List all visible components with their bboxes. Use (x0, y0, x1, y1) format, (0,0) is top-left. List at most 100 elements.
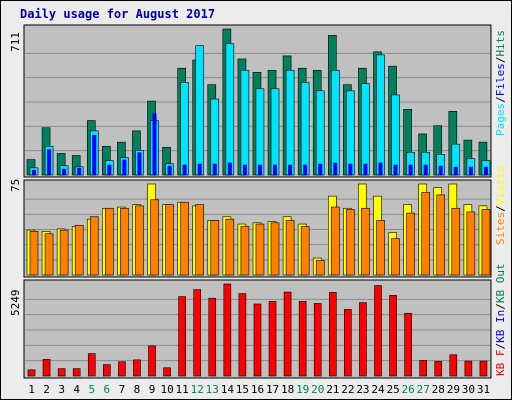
legend-text: Sites/Visits (494, 166, 507, 246)
kbytes-bar (344, 309, 352, 377)
day-label: 23 (356, 383, 369, 396)
kbytes-bar (208, 297, 217, 377)
files-bar (270, 88, 280, 176)
files-bar (330, 69, 340, 176)
day-label: 25 (386, 383, 399, 396)
max-label-visits: 75 (9, 179, 22, 192)
legend-separator: / (494, 303, 507, 310)
day-label: 10 (160, 383, 173, 396)
day-label: 3 (58, 383, 65, 396)
pages-bar (348, 163, 353, 175)
pages-bar (363, 163, 368, 175)
files-bar (195, 45, 205, 176)
sites-bar (361, 207, 370, 276)
pages-bar (408, 164, 413, 175)
kbytes-bar (449, 354, 458, 377)
sites-bar (150, 199, 159, 276)
sites-bar (285, 220, 295, 276)
sites-bar (451, 207, 461, 276)
files-bar (210, 98, 220, 176)
kbytes-bar (359, 302, 367, 377)
day-label: 22 (341, 383, 354, 396)
pages-bar (303, 164, 308, 175)
sites-bar (120, 207, 129, 276)
day-label: 20 (311, 383, 324, 396)
files-bar (255, 88, 265, 176)
kbytes-bar (148, 345, 156, 377)
legend-item: Files (494, 63, 507, 96)
day-label: 16 (251, 383, 264, 396)
pages-bar (47, 149, 52, 175)
day-label: 19 (296, 383, 309, 396)
kbytes-bar (193, 289, 202, 377)
legend-separator: / (494, 96, 507, 103)
day-label: 29 (447, 383, 460, 396)
chart-bars (26, 28, 491, 377)
kbytes-bar (253, 303, 262, 377)
day-labels: 1 2 3 4 5 6 7 8 9 10 11 12 13 14 15 16 17 18 19 20 21 22 23 24 2… (28, 383, 490, 396)
pages-bar (32, 169, 36, 175)
pages-bar (257, 164, 262, 175)
day-label: 28 (432, 383, 445, 396)
max-label-hits: 711 (9, 32, 22, 52)
kbytes-bar (464, 360, 473, 377)
chart-title: Daily usage for August 2017 (20, 7, 215, 21)
kbytes-bar (163, 367, 171, 377)
pages-bar (483, 166, 488, 175)
day-label: 11 (176, 383, 189, 396)
sites-bar (421, 192, 430, 276)
day-label: 17 (266, 383, 279, 396)
legend-text: KB F/KB In/KB Out (494, 263, 507, 376)
pages-bar (468, 166, 473, 175)
kbytes-bar (434, 361, 443, 377)
day-label: 8 (134, 383, 141, 396)
kbytes-bar (118, 361, 126, 377)
pages-bar (288, 164, 293, 175)
legend-text: Pages/Files/Hits (494, 30, 507, 136)
sites-bar (346, 209, 355, 276)
sites-bar (330, 206, 340, 276)
legend-separator: / (494, 205, 507, 212)
sites-bar (44, 233, 54, 276)
day-label: 21 (326, 383, 339, 396)
pages-bar (107, 164, 112, 175)
sites-bar (225, 218, 235, 276)
legend-separator: / (494, 57, 507, 64)
pages-bar (137, 152, 142, 175)
files-bar (361, 83, 370, 176)
files-bar (285, 69, 295, 176)
sites-bar (466, 211, 476, 276)
kbytes-bar (404, 312, 412, 377)
sites-bar (165, 204, 174, 276)
pages-bar (378, 162, 383, 175)
sites-bar (255, 223, 265, 276)
day-label: 12 (191, 383, 204, 396)
legend-item: Hits (494, 30, 507, 57)
sites-bar (195, 204, 205, 276)
files-bar (391, 94, 400, 176)
sites-bar (436, 194, 446, 276)
kbytes-bar (133, 359, 141, 377)
day-label: 14 (221, 383, 235, 396)
max-label-kbytes: 5249 (9, 290, 22, 317)
kbytes-bar (298, 301, 307, 377)
legend-item: Pages (494, 103, 507, 136)
sites-bar (74, 224, 84, 276)
kbytes-bar (389, 295, 397, 377)
day-label: 24 (371, 383, 385, 396)
files-bar (315, 90, 325, 176)
sites-bar (29, 231, 39, 276)
pages-bar (152, 113, 157, 175)
sites-bar (135, 205, 144, 276)
kbytes-bar (283, 291, 292, 377)
pages-bar (438, 165, 443, 175)
sites-bar (240, 226, 250, 276)
legend-item: KB In (494, 310, 507, 343)
legend-item: KB Out (494, 263, 507, 303)
files-bar (240, 69, 250, 176)
kbytes-bar (268, 301, 277, 377)
sites-bar (315, 260, 325, 276)
sites-bar (89, 216, 99, 276)
day-label: 27 (417, 383, 430, 396)
